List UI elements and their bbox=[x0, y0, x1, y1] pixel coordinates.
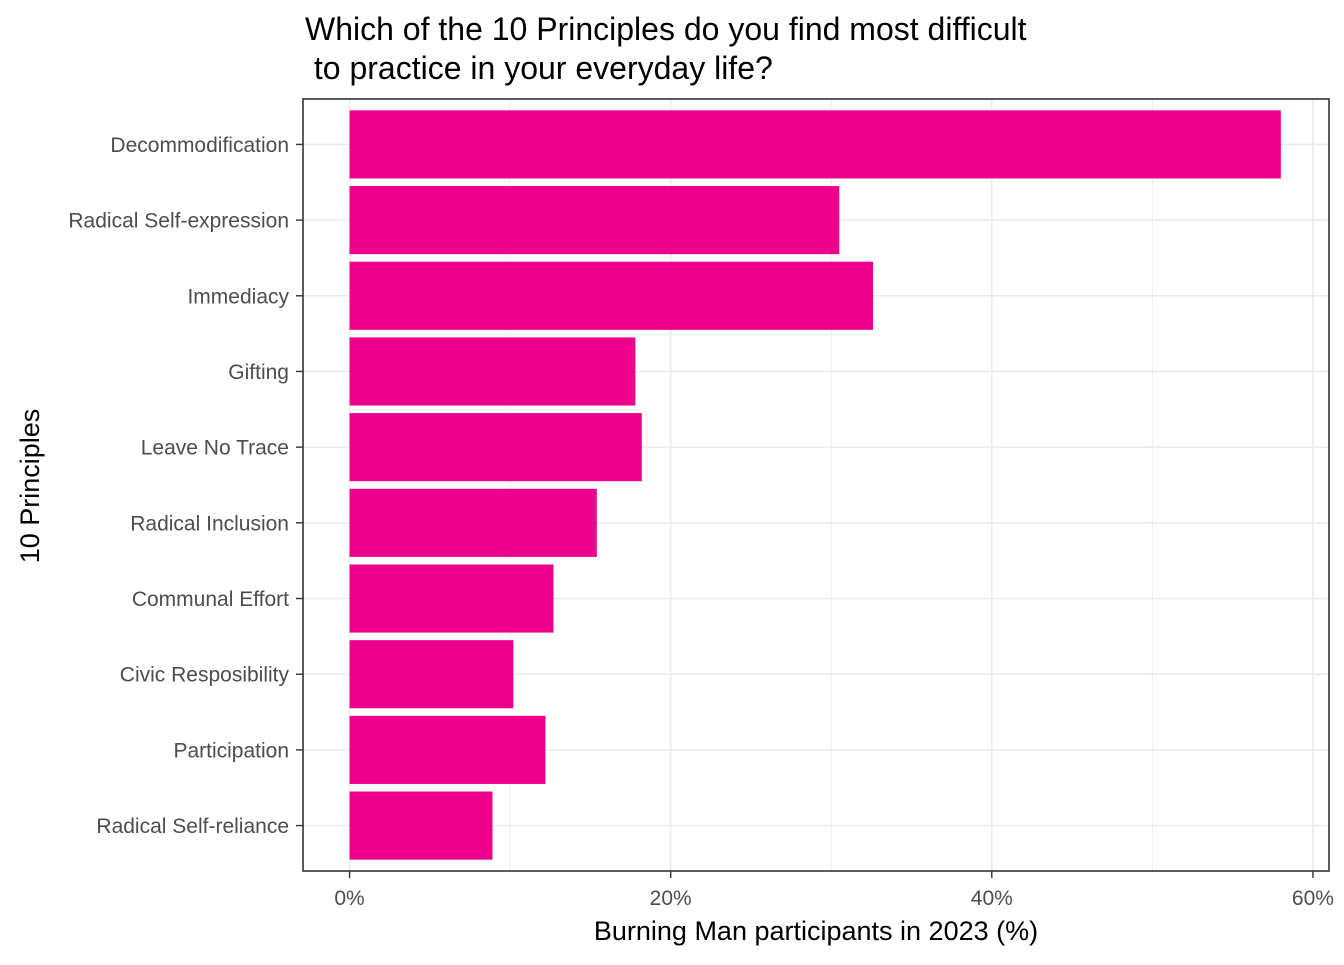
bar-radical-self-reliance bbox=[349, 791, 493, 860]
x-tick-label: 20% bbox=[650, 887, 692, 910]
y-tick-label: Decommodification bbox=[110, 134, 289, 157]
y-tick-label: Participation bbox=[173, 739, 289, 762]
x-tick-label: 60% bbox=[1292, 887, 1334, 910]
y-tick-label: Communal Effort bbox=[132, 588, 289, 611]
y-tick-label: Gifting bbox=[228, 361, 289, 384]
bar-gifting bbox=[349, 337, 636, 406]
y-tick-label: Radical Self-expression bbox=[68, 210, 289, 233]
bars bbox=[349, 110, 1281, 860]
y-tick-label: Radical Inclusion bbox=[130, 512, 289, 535]
bar-leave-no-trace bbox=[349, 413, 642, 482]
y-tick-label: Civic Resposibility bbox=[120, 664, 290, 687]
chart-title: Which of the 10 Principles do you find m… bbox=[305, 11, 1027, 86]
bar-radical-self-expression bbox=[349, 186, 840, 255]
chart-title-line-2: to practice in your everyday life? bbox=[305, 50, 773, 86]
bar-decommodification bbox=[349, 110, 1281, 179]
x-axis: 0% 20% 40% 60% bbox=[334, 871, 1334, 910]
chart-title-line-1: Which of the 10 Principles do you find m… bbox=[305, 11, 1027, 47]
y-axis: Decommodification Radical Self-expression… bbox=[68, 134, 303, 838]
y-axis-title: 10 Principles bbox=[15, 409, 45, 564]
y-tick-label: Radical Self-reliance bbox=[96, 815, 289, 838]
bar-communal-effort bbox=[349, 564, 554, 633]
bar-radical-inclusion bbox=[349, 488, 597, 557]
bar-immediacy bbox=[349, 261, 874, 330]
plot-panel-border bbox=[302, 98, 1330, 872]
y-tick-label: Leave No Trace bbox=[141, 437, 289, 460]
bar-civic-resposibility bbox=[349, 640, 514, 709]
x-tick-label: 0% bbox=[334, 887, 364, 910]
y-tick-label: Immediacy bbox=[187, 285, 289, 308]
x-axis-title: Burning Man participants in 2023 (%) bbox=[594, 916, 1038, 946]
x-tick-label: 40% bbox=[971, 887, 1013, 910]
bar-participation bbox=[349, 715, 546, 784]
